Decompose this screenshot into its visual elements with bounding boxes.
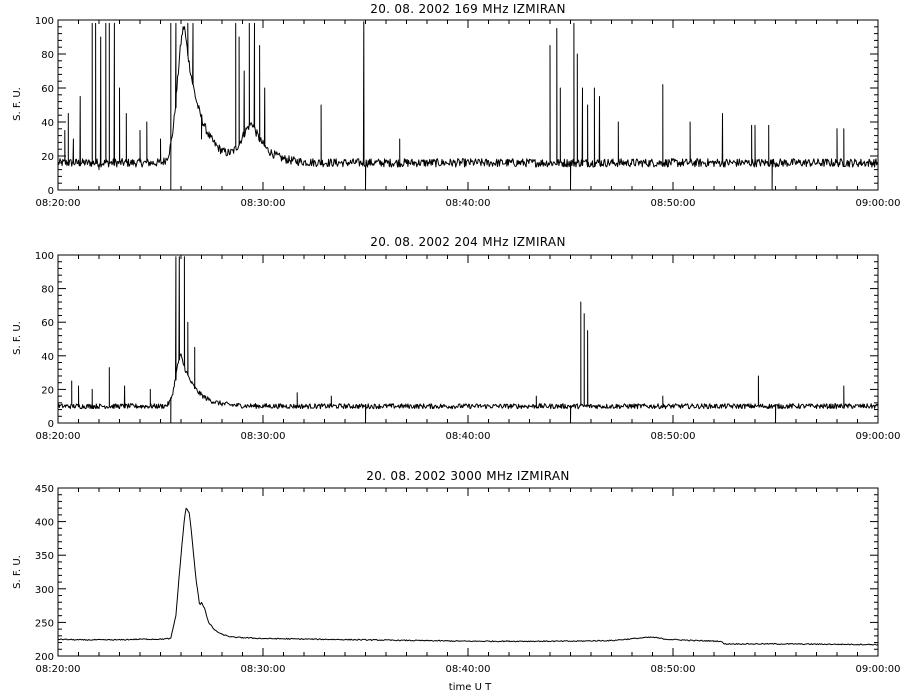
- y-tick-label: 0: [48, 419, 54, 430]
- y-tick-label: 100: [35, 16, 54, 27]
- x-axis-label: time U T: [449, 682, 492, 693]
- y-axis-label: S. F. U.: [12, 87, 23, 121]
- y-tick-label: 80: [41, 50, 54, 61]
- x-tick-label: 08:40:00: [446, 198, 491, 209]
- panel-title: 20. 08. 2002 169 MHz IZMIRAN: [370, 2, 565, 16]
- panel-204mhz: 20. 08. 2002 204 MHz IZMIRAN S. F. U. 0 2…: [12, 235, 900, 442]
- panel-169mhz: 20. 08. 2002 169 MHz IZMIRAN S. F. U. 0 2…: [12, 2, 900, 209]
- x-tick-label: 08:50:00: [651, 431, 696, 442]
- y-tick-label: 0: [48, 186, 54, 197]
- x-tick-label: 08:40:00: [446, 664, 491, 675]
- y-tick-label: 60: [41, 84, 54, 95]
- x-tick-label: 09:00:00: [856, 431, 900, 442]
- plot-area: 200 250 300 350 400 450 08:20:00 08:30:00 08:40:…: [35, 484, 900, 675]
- x-tick-label: 08:40:00: [446, 431, 491, 442]
- x-tick-label: 08:20:00: [36, 664, 81, 675]
- y-tick-label: 40: [41, 118, 54, 129]
- y-tick-label: 300: [35, 585, 54, 596]
- panel-3000mhz: 20. 08. 2002 3000 MHz IZMIRAN S. F. U. t…: [12, 469, 900, 693]
- y-axis-label: S. F. U.: [12, 555, 23, 589]
- flux-series-line: [57, 256, 879, 424]
- y-tick-label: 400: [35, 518, 54, 529]
- flux-series-line: [57, 21, 879, 191]
- y-tick-label: 60: [41, 318, 54, 329]
- y-tick-label: 450: [35, 484, 54, 495]
- plot-frame: [57, 254, 879, 424]
- x-tick-label: 08:30:00: [241, 664, 286, 675]
- panel-title: 20. 08. 2002 204 MHz IZMIRAN: [370, 235, 565, 249]
- plot-frame: [57, 487, 879, 657]
- y-tick-label: 350: [35, 551, 54, 562]
- y-tick-label: 80: [41, 285, 54, 296]
- y-axis-label: S. F. U.: [12, 321, 23, 355]
- y-tick-label: 20: [41, 152, 54, 163]
- y-tick-label: 40: [41, 352, 54, 363]
- x-tick-label: 08:20:00: [36, 431, 81, 442]
- x-tick-label: 08:30:00: [241, 431, 286, 442]
- plot-area: 0 20 40 60 80 100 08:20:00 08:30:00 08:40:00 08:5…: [35, 16, 900, 209]
- flux-series-line: [57, 507, 879, 646]
- y-tick-label: 20: [41, 385, 54, 396]
- x-tick-label: 09:00:00: [856, 664, 900, 675]
- x-tick-label: 09:00:00: [856, 198, 900, 209]
- panel-title: 20. 08. 2002 3000 MHz IZMIRAN: [366, 469, 569, 483]
- y-tick-label: 100: [35, 251, 54, 262]
- x-tick-label: 08:20:00: [36, 198, 81, 209]
- y-tick-label: 200: [35, 652, 54, 663]
- x-tick-label: 08:50:00: [651, 664, 696, 675]
- y-tick-label: 250: [35, 618, 54, 629]
- plot-area: 0 20 40 60 80 100 08:20:00 08:30:00 08:40:00 08:5…: [35, 251, 900, 442]
- x-tick-label: 08:50:00: [651, 198, 696, 209]
- x-tick-label: 08:30:00: [241, 198, 286, 209]
